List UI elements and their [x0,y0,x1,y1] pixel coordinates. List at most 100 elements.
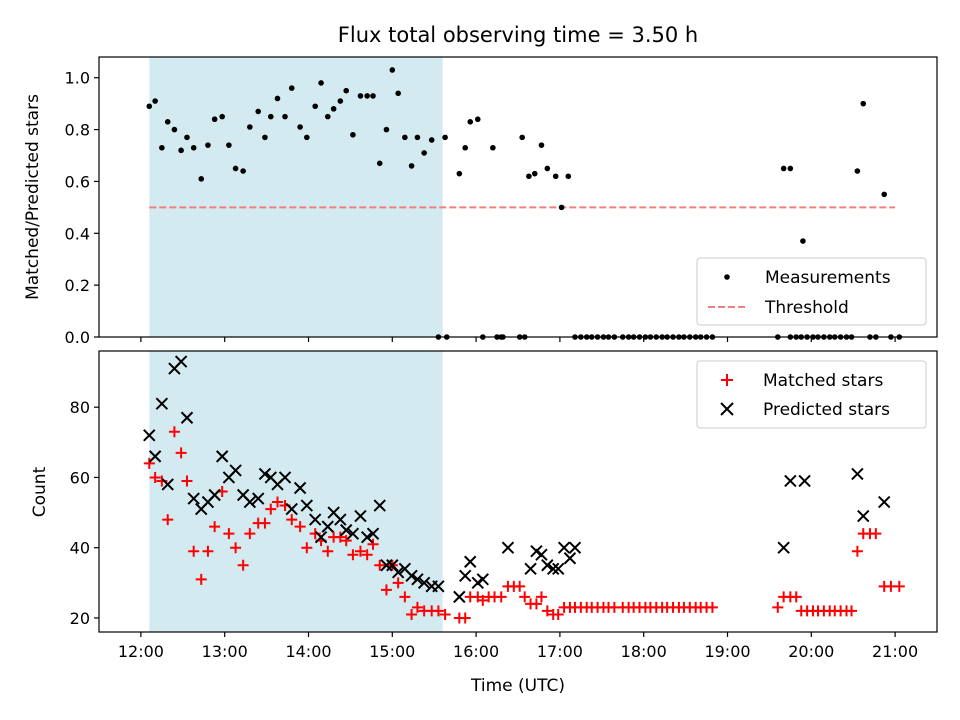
matched-stars-point [411,601,423,613]
matched-stars-point [202,545,214,557]
matched-stars-point [334,531,346,543]
measurements-point [370,93,376,99]
count-legend: Matched stars Predicted stars [696,360,927,429]
predicted-stars-point [851,467,864,481]
measurements-point [318,80,324,86]
predicted-stars-point [784,474,797,488]
ratio-panel: 0.0 0.2 0.4 0.6 0.8 1.0 [65,56,938,347]
measurements-point [395,90,401,97]
matched-stars-point [399,591,411,603]
matched-stars-point [406,608,418,620]
ratio-legend: Measurements Threshold [696,257,927,326]
predicted-stars-point [366,527,380,540]
measurements-point [490,144,496,151]
predicted-stars-point [458,569,472,583]
measurements-point [232,165,239,172]
predicted-stars-point [411,573,424,586]
matched-stars-point [790,591,802,603]
measurements-point [408,163,415,169]
x-axis-label: Time (UTC) [470,676,565,696]
matched-stars-point [552,608,564,620]
measurements-point [267,113,274,120]
matched-stars-point [286,514,298,526]
plot-frame [98,56,938,338]
matched-stars-point [519,591,531,603]
x-tick-label: 16:00 [453,642,499,661]
predicted-stars-point [541,559,554,572]
measurements-point [787,165,794,172]
ratio-y-axis-label: Matched/Predicted stars [23,94,43,300]
measurements-point [383,126,390,133]
matched-stars-point [530,598,542,610]
predicted-stars-point [174,355,188,368]
predicted-stars-point [453,590,466,604]
measurements-point [190,144,197,151]
matched-stars-point [361,549,373,561]
measurements-point [519,134,525,141]
matched-stars-point [188,545,200,557]
matched-stars-point [143,457,155,469]
predicted-stars-point [346,527,360,540]
matched-stars-point [432,605,444,617]
predicted-stars-point [877,495,891,509]
predicted-stars-point [180,411,194,424]
matched-stars-point [846,605,858,617]
matched-stars-point [514,580,526,592]
measurements-point [159,144,165,151]
matched-stars-point [893,580,905,592]
predicted-stars-point [405,569,418,583]
measurements-point [364,93,370,99]
count-panel: 20 40 60 80 12:00 13:00 14:00 15:00 16:00 17:00 18… [70,350,938,661]
matched-stars-point [374,559,386,571]
matched-stars-point [230,542,242,554]
predicted-stars-point [777,541,790,554]
measurements-point [414,134,421,141]
predicted-stars-point [143,429,156,442]
matched-stars-point [354,545,366,557]
matched-stars-point [477,594,489,606]
matched-stars-point [347,549,359,561]
measurements-point [467,119,474,125]
ratio-legend-box [696,257,927,326]
predicted-stars-point [535,548,548,561]
y-tick-label: 20 [70,609,90,628]
legend-predicted-marker [720,402,734,416]
predicted-stars-point [798,474,811,488]
matched-stars-point [541,605,553,617]
y-tick-label: 1.0 [65,69,90,88]
predicted-stars-point [501,541,515,554]
measurements-point [178,147,184,154]
measurements-point [442,134,448,141]
predicted-stars-point [308,513,322,526]
measurements-point [531,170,538,177]
measurements-point [538,142,545,148]
predicted-stars-point [148,450,162,463]
measurements-point [881,191,888,198]
count-legend-box [696,360,927,429]
measurements-point [402,134,408,141]
predicted-stars-point [464,555,477,568]
measurements-point [456,170,463,177]
matched-stars-point [459,612,471,624]
matched-stars-point [380,584,392,596]
predicted-stars-point [568,541,582,554]
measurements-point [255,108,262,115]
matched-stars-point [168,426,180,438]
matched-stars-point [392,577,404,589]
matched-stars-point [367,538,379,550]
matched-stars-point [495,591,507,603]
measurements-point [205,142,211,148]
measurements-point [428,137,435,143]
predicted-stars-point [417,576,431,590]
legend-measurements-marker [724,274,730,280]
predicted-stars-point [229,464,242,477]
y-tick-label: 0.4 [65,224,90,243]
x-tick-label: 19:00 [704,642,750,661]
matched-stars-point [209,521,221,533]
predicted-stars-point [258,467,272,481]
x-tick-label: 20:00 [788,642,834,661]
measurements-point [297,124,303,130]
x-tick-label: 17:00 [537,642,583,661]
y-tick-label: 40 [70,539,90,558]
